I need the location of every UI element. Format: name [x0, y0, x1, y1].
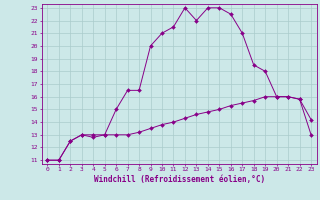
X-axis label: Windchill (Refroidissement éolien,°C): Windchill (Refroidissement éolien,°C)	[94, 175, 265, 184]
